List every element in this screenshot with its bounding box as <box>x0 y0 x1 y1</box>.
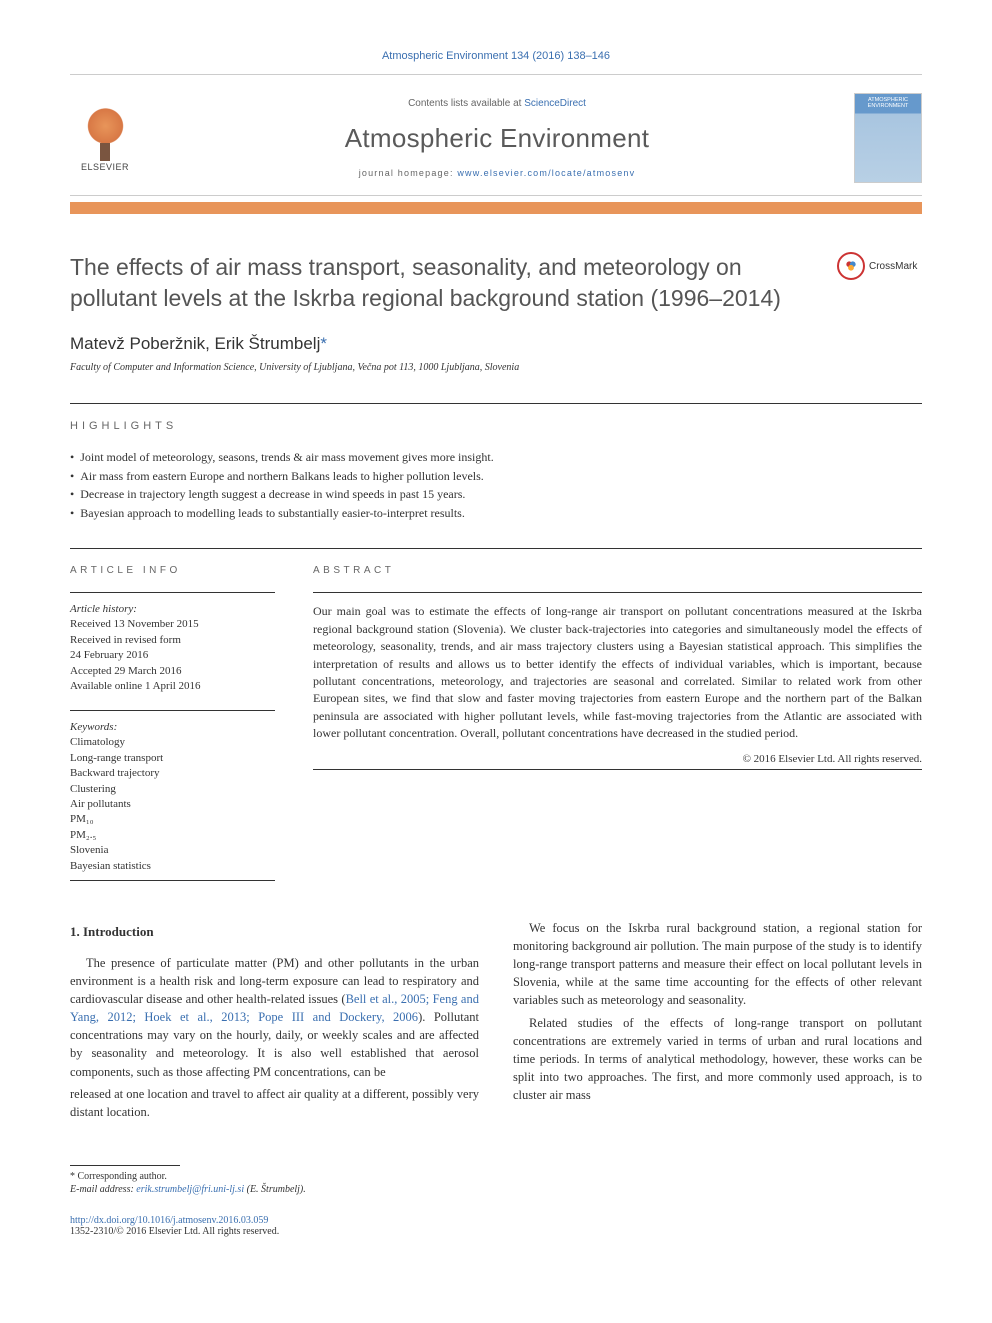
copyright-line: © 2016 Elsevier Ltd. All rights reserved… <box>313 753 922 765</box>
keyword: PM₁₀ <box>70 812 275 827</box>
keyword: PM₂.₅ <box>70 828 275 843</box>
highlight-item: Joint model of meteorology, seasons, tre… <box>70 448 922 467</box>
history-line: Received 13 November 2015 <box>70 617 275 632</box>
journal-cover-thumbnail[interactable]: ATMOSPHERIC ENVIRONMENT <box>854 93 922 183</box>
history-line: Received in revised form <box>70 633 275 648</box>
keyword: Air pollutants <box>70 797 275 812</box>
history-line: Accepted 29 March 2016 <box>70 664 275 679</box>
keyword: Climatology <box>70 735 275 750</box>
abstract-column: ABSTRACT Our main goal was to estimate t… <box>313 565 922 880</box>
divider <box>70 548 922 549</box>
sciencedirect-link[interactable]: ScienceDirect <box>524 98 586 109</box>
abstract-label: ABSTRACT <box>313 565 922 576</box>
history-line: Available online 1 April 2016 <box>70 679 275 694</box>
highlight-item: Decrease in trajectory length suggest a … <box>70 485 922 504</box>
article-info-label: ARTICLE INFO <box>70 565 275 576</box>
history-line: 24 February 2016 <box>70 648 275 663</box>
intro-paragraph-1: The presence of particulate matter (PM) … <box>70 954 479 1081</box>
keyword: Long-range transport <box>70 751 275 766</box>
doi-link[interactable]: http://dx.doi.org/10.1016/j.atmosenv.201… <box>70 1215 268 1226</box>
keywords-label: Keywords: <box>70 710 275 733</box>
homepage-line: journal homepage: www.elsevier.com/locat… <box>140 168 854 178</box>
homepage-label: journal homepage: <box>359 168 458 178</box>
lists-text: Contents lists available at <box>408 98 524 109</box>
crossmark-label: CrossMark <box>869 261 917 272</box>
footer: * Corresponding author. E-mail address: … <box>70 1165 922 1237</box>
journal-reference: Atmospheric Environment 134 (2016) 138–1… <box>70 50 922 62</box>
journal-name: Atmospheric Environment <box>140 123 854 154</box>
intro-paragraph-4: Related studies of the effects of long-r… <box>513 1014 922 1105</box>
issn-line: 1352-2310/© 2016 Elsevier Ltd. All right… <box>70 1226 922 1237</box>
divider <box>313 769 922 770</box>
email-label: E-mail address: <box>70 1184 136 1195</box>
elsevier-tree-icon <box>78 104 133 159</box>
article-info-column: ARTICLE INFO Article history: Received 1… <box>70 565 275 880</box>
keyword: Slovenia <box>70 843 275 858</box>
footer-divider <box>70 1165 180 1166</box>
body-text: 1. Introduction The presence of particul… <box>70 919 922 1121</box>
authors: Matevž Poberžnik, Erik Štrumbelj* <box>70 334 922 354</box>
corresponding-author-note: * Corresponding author. <box>70 1171 922 1182</box>
author-names: Matevž Poberžnik, Erik Štrumbelj <box>70 334 320 353</box>
corresponding-marker: * <box>320 334 327 353</box>
cover-title: ATMOSPHERIC ENVIRONMENT <box>855 94 921 109</box>
intro-paragraph-2: released at one location and travel to a… <box>70 1085 479 1121</box>
article-title: The effects of air mass transport, seaso… <box>70 252 817 314</box>
article-history-label: Article history: <box>70 592 275 615</box>
affiliation: Faculty of Computer and Information Scie… <box>70 362 922 373</box>
keyword: Bayesian statistics <box>70 859 275 874</box>
keyword: Backward trajectory <box>70 766 275 781</box>
crossmark-icon <box>837 252 865 280</box>
elsevier-logo[interactable]: ELSEVIER <box>70 101 140 176</box>
email-address[interactable]: erik.strumbelj@fri.uni-lj.si <box>136 1184 244 1195</box>
highlight-item: Air mass from eastern Europe and norther… <box>70 467 922 486</box>
intro-paragraph-3: We focus on the Iskrba rural background … <box>513 919 922 1010</box>
divider <box>70 403 922 404</box>
orange-divider-bar <box>70 202 922 214</box>
journal-header: ELSEVIER Contents lists available at Sci… <box>70 74 922 196</box>
highlights-list: Joint model of meteorology, seasons, tre… <box>70 448 922 522</box>
doi-row: http://dx.doi.org/10.1016/j.atmosenv.201… <box>70 1215 922 1226</box>
crossmark-badge[interactable]: CrossMark <box>837 252 922 280</box>
email-author: (E. Štrumbelj). <box>244 1184 306 1195</box>
lists-available: Contents lists available at ScienceDirec… <box>140 98 854 109</box>
section-heading-intro: 1. Introduction <box>70 923 479 942</box>
highlight-item: Bayesian approach to modelling leads to … <box>70 504 922 523</box>
abstract-text: Our main goal was to estimate the effect… <box>313 592 922 742</box>
keyword: Clustering <box>70 782 275 797</box>
homepage-link[interactable]: www.elsevier.com/locate/atmosenv <box>457 168 635 178</box>
highlights-label: HIGHLIGHTS <box>70 420 922 432</box>
divider <box>70 880 275 881</box>
email-line: E-mail address: erik.strumbelj@fri.uni-l… <box>70 1184 922 1195</box>
publisher-name: ELSEVIER <box>81 162 129 172</box>
